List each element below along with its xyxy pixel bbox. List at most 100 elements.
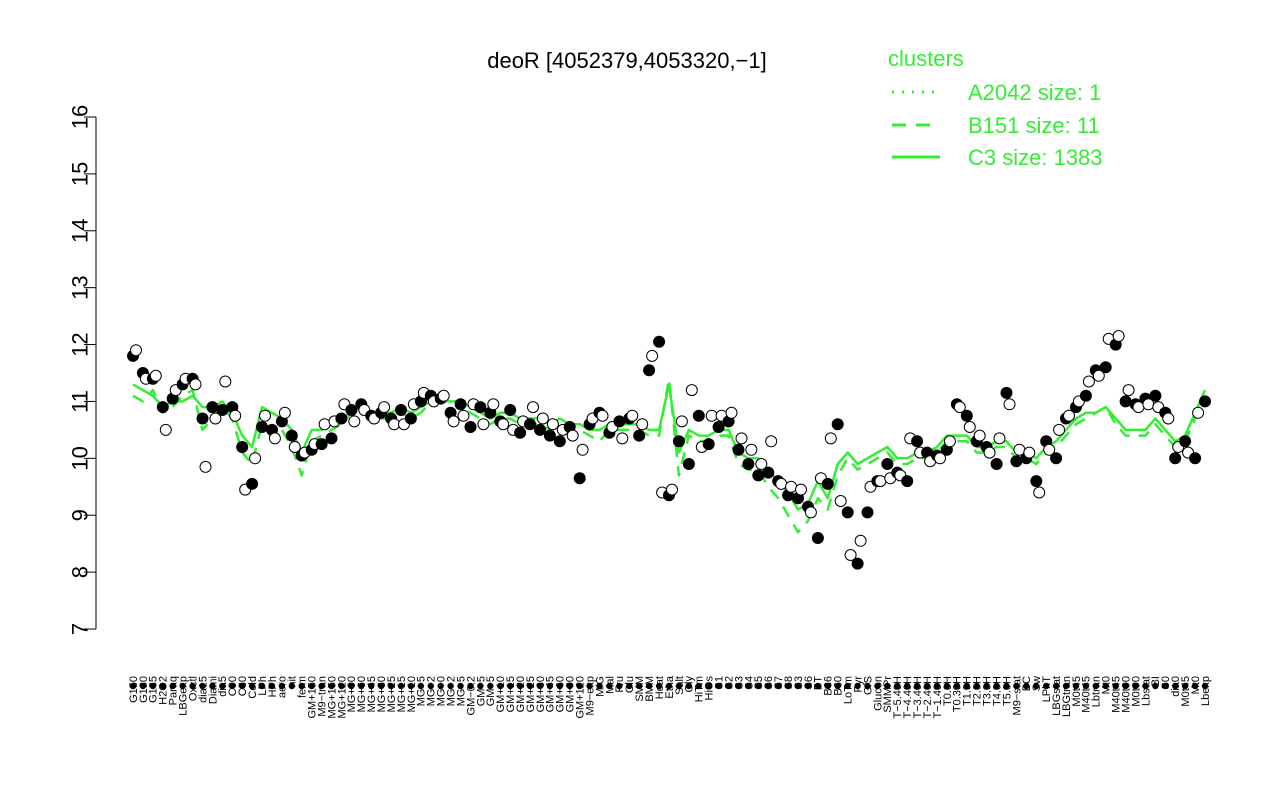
x-tick-marker: [278, 682, 286, 690]
data-point: [553, 435, 566, 448]
data-point: [524, 418, 536, 431]
x-tick-marker: [1023, 682, 1030, 690]
data-point: [834, 495, 847, 507]
data-point: [1043, 443, 1056, 456]
x-tick-marker: [238, 682, 246, 690]
data-point: [804, 506, 817, 519]
x-tick-marker: [675, 682, 683, 690]
x-tick-label: C90: [227, 676, 239, 696]
x-tick-marker: [467, 682, 474, 690]
x-tick-marker: [397, 682, 405, 690]
x-tick-label: GM+10: [495, 676, 507, 712]
data-point: [821, 477, 834, 490]
data-point: [404, 412, 417, 425]
data-point: [1023, 446, 1036, 459]
data-point: [682, 458, 695, 470]
x-tick-label: dia5: [217, 676, 229, 697]
data-point: [543, 429, 556, 442]
data-point: [573, 472, 586, 485]
x-tick-marker: [298, 682, 305, 690]
data-point: [653, 335, 666, 348]
data-point: [1099, 361, 1112, 374]
x-tick-marker: [874, 682, 881, 690]
x-tick-marker: [636, 682, 643, 690]
x-tick-marker: [715, 682, 722, 690]
data-point: [1063, 409, 1075, 422]
x-tick-label: LPh: [257, 676, 269, 696]
x-tick-marker: [1152, 682, 1159, 690]
x-tick-marker: [1132, 682, 1139, 690]
x-tick-label: MG+60: [356, 676, 368, 712]
x-tick-marker: [1062, 682, 1070, 690]
data-point: [993, 432, 1006, 445]
x-tick-marker: [953, 682, 961, 690]
data-point: [811, 532, 824, 544]
x-tick-marker: [179, 682, 186, 690]
x-tick-label: T−5.40H: [892, 676, 904, 719]
x-tick-marker: [794, 682, 802, 690]
x-tick-label: GM+15: [505, 676, 517, 712]
x-tick-label: H2O2: [158, 676, 170, 705]
data-point: [335, 412, 348, 425]
x-tick-marker: [1052, 682, 1060, 690]
data-point: [504, 404, 517, 416]
x-tick-label: Glucon: [872, 676, 884, 711]
x-tick-label: Fru: [614, 676, 626, 693]
x-tick-marker: [219, 682, 226, 690]
x-tick-label: BI: [1150, 676, 1162, 686]
data-point: [745, 443, 758, 456]
data-point: [861, 506, 874, 519]
x-tick-label: S2: [723, 676, 735, 689]
x-tick-marker: [1162, 682, 1169, 690]
x-tick-label: M0t45: [1071, 676, 1083, 707]
x-tick-marker: [1181, 682, 1189, 690]
x-tick-marker: [1102, 682, 1109, 690]
data-point: [666, 483, 678, 496]
x-tick-marker: [804, 682, 812, 690]
x-tick-marker: [973, 682, 980, 690]
data-point: [315, 438, 328, 451]
x-tick-marker: [685, 682, 693, 690]
data-point: [613, 415, 626, 428]
data-point: [943, 435, 956, 448]
data-point: [216, 404, 229, 416]
x-tick-label: G180: [138, 676, 150, 703]
x-tick-label: S3: [793, 676, 805, 689]
x-tick-label: M40t45: [1111, 676, 1123, 713]
data-point: [953, 401, 966, 414]
x-tick-marker: [268, 682, 276, 690]
data-point: [685, 384, 698, 397]
y-tick-label: 15: [68, 162, 93, 186]
data-point: [268, 432, 281, 445]
x-tick-label: GM+150: [307, 676, 319, 719]
x-tick-label: GM+45: [545, 676, 557, 712]
x-tick-marker: [993, 682, 1000, 690]
x-tick-marker: [437, 682, 444, 690]
x-tick-label: M9−tran: [316, 676, 328, 717]
x-tick-label: LPhT: [1041, 676, 1053, 703]
legend-entry-b151: B151 size: 11: [968, 113, 1100, 138]
data-point: [249, 452, 262, 465]
data-point: [1119, 395, 1132, 408]
data-point: [1003, 398, 1016, 411]
x-tick-marker: [129, 682, 137, 690]
x-tick-marker: [616, 682, 623, 690]
data-point: [831, 418, 844, 431]
y-tick-label: 12: [68, 332, 93, 356]
data-point: [1199, 395, 1211, 408]
x-tick-label: Mt0: [1190, 676, 1202, 694]
x-tick-marker: [1112, 682, 1119, 690]
x-tick-label: GM+20: [515, 676, 527, 712]
x-tick-label: Lbtran: [1091, 676, 1103, 707]
x-tick-label: GM+60: [555, 676, 567, 712]
x-tick-marker: [139, 682, 147, 690]
x-tick-label: Etha: [664, 675, 676, 699]
data-point: [534, 423, 546, 436]
data-point: [487, 398, 500, 411]
x-tick-label: HiOs: [704, 676, 716, 701]
x-axis: G150G180G135H2O2ParaqLBGexpOxctldia15Dia…: [128, 675, 1212, 718]
x-tick-label: GM+25: [525, 676, 537, 712]
x-tick-label: C30: [237, 676, 249, 696]
data-point: [1149, 389, 1162, 402]
x-tick-marker: [824, 682, 832, 690]
